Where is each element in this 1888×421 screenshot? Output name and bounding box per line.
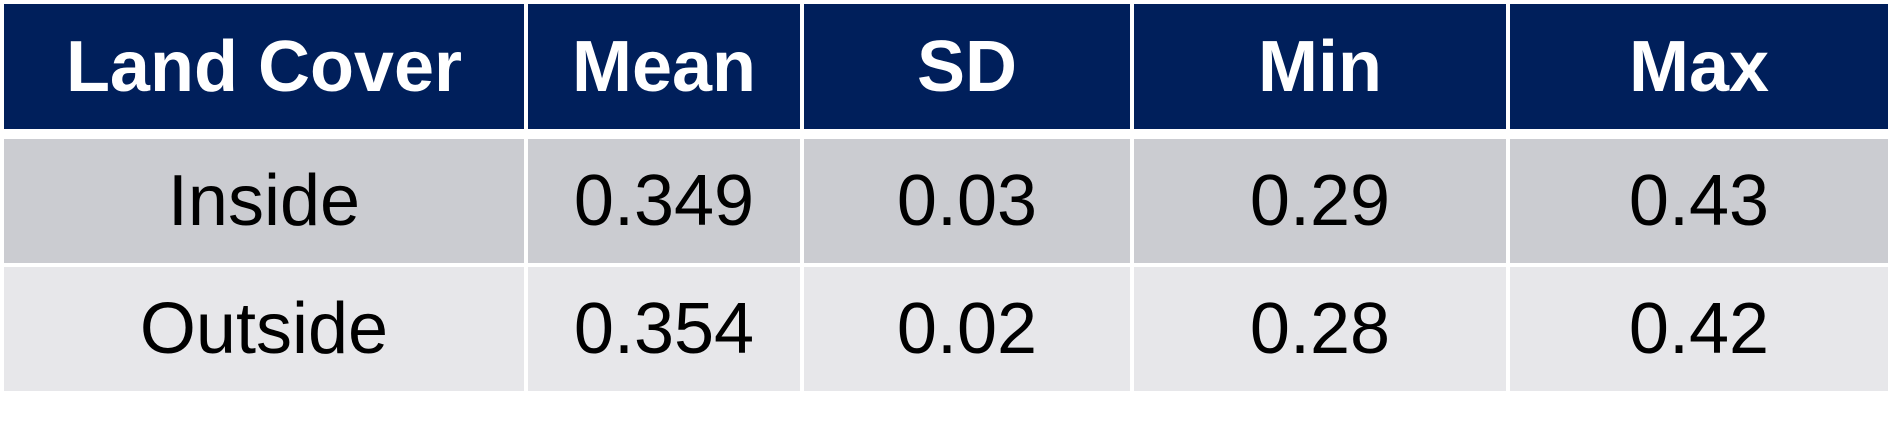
cell-min: 0.28	[1134, 267, 1506, 391]
header-row: Land Cover Mean SD Min Max	[4, 4, 1888, 129]
cell-sd: 0.03	[804, 139, 1130, 263]
header-land-cover: Land Cover	[4, 4, 524, 129]
table-header: Land Cover Mean SD Min Max	[4, 4, 1888, 129]
header-sd: SD	[804, 4, 1130, 129]
table-body: Inside 0.349 0.03 0.29 0.43 Outside 0.35…	[4, 133, 1888, 391]
cell-max: 0.43	[1510, 139, 1888, 263]
header-max: Max	[1510, 4, 1888, 129]
header-mean: Mean	[528, 4, 800, 129]
cell-min: 0.29	[1134, 139, 1506, 263]
land-cover-stats-table: Land Cover Mean SD Min Max Inside 0.349 …	[4, 4, 1888, 391]
cell-max: 0.42	[1510, 267, 1888, 391]
header-gap	[4, 133, 1888, 135]
cell-mean: 0.354	[528, 267, 800, 391]
cell-sd: 0.02	[804, 267, 1130, 391]
table-row: Outside 0.354 0.02 0.28 0.42	[4, 267, 1888, 391]
cell-mean: 0.349	[528, 139, 800, 263]
cell-land-cover: Inside	[4, 139, 524, 263]
table-row: Inside 0.349 0.03 0.29 0.43	[4, 139, 1888, 263]
header-gap-cell	[4, 133, 1888, 135]
header-min: Min	[1134, 4, 1506, 129]
cell-land-cover: Outside	[4, 267, 524, 391]
